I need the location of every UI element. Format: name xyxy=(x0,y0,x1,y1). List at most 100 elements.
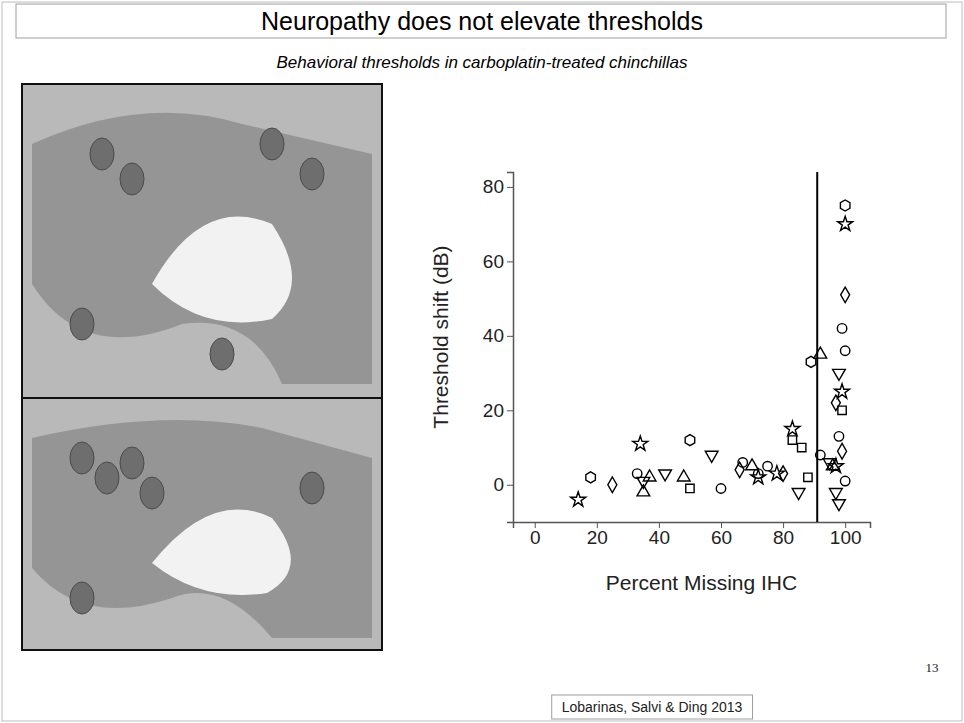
series xyxy=(632,324,849,494)
point xyxy=(746,459,759,470)
point xyxy=(705,451,718,462)
point xyxy=(840,346,849,355)
tick-mark xyxy=(507,410,513,411)
point xyxy=(785,421,800,435)
point xyxy=(637,477,650,488)
series xyxy=(637,369,845,510)
tick-mark xyxy=(507,485,513,486)
tick-label: 80 xyxy=(483,176,504,197)
slide-frame xyxy=(2,2,962,721)
tick-label: 40 xyxy=(649,527,670,548)
micrograph xyxy=(22,398,382,650)
citation-box xyxy=(552,695,753,719)
point xyxy=(841,287,850,303)
micrograph-cell xyxy=(210,338,234,370)
micrographs xyxy=(22,84,382,650)
point xyxy=(586,472,596,483)
point xyxy=(751,469,766,483)
tick-mark xyxy=(507,187,513,188)
micrograph-frame xyxy=(22,398,382,650)
tick: 100 xyxy=(830,522,862,548)
point xyxy=(735,462,744,478)
citation-text: Lobarinas, Salvi & Ding 2013 xyxy=(562,699,743,715)
micrograph-frame xyxy=(22,84,382,398)
point xyxy=(804,473,812,481)
x-axis-line xyxy=(514,523,871,529)
micrograph-lumen xyxy=(152,509,291,595)
point xyxy=(829,489,842,500)
micrograph-cell xyxy=(300,472,324,504)
point xyxy=(840,200,850,211)
point xyxy=(838,443,847,459)
reference-line xyxy=(816,172,818,522)
y-axis-line xyxy=(507,173,514,523)
slide: Neuropathy does not elevate thresholds Be… xyxy=(0,0,964,723)
point xyxy=(834,432,843,441)
point xyxy=(779,466,788,482)
micrograph-lumen xyxy=(152,217,292,323)
micrograph-cell xyxy=(95,462,119,494)
tick-label: 20 xyxy=(483,400,504,421)
y-axis: 020406080 xyxy=(483,173,514,523)
title-box xyxy=(16,4,946,38)
series xyxy=(586,200,850,483)
micrograph-cell xyxy=(120,447,144,479)
tick: 80 xyxy=(773,522,794,548)
point xyxy=(738,458,747,467)
micrograph-cell xyxy=(70,442,94,474)
page-number: 13 xyxy=(926,660,939,675)
point xyxy=(823,459,836,470)
tick-label: 0 xyxy=(493,474,504,495)
tick: 0 xyxy=(493,474,513,495)
micrograph-cell xyxy=(70,308,94,340)
point xyxy=(831,395,840,411)
point xyxy=(814,347,827,358)
series xyxy=(608,287,850,492)
tick-label: 20 xyxy=(587,527,608,548)
series xyxy=(571,216,853,506)
point xyxy=(833,500,846,511)
micrograph-cell xyxy=(120,163,144,195)
point xyxy=(571,492,586,506)
tick-label: 0 xyxy=(530,527,541,548)
tick: 80 xyxy=(483,176,513,197)
micrograph xyxy=(22,84,382,398)
point xyxy=(633,436,648,450)
citation: Lobarinas, Salvi & Ding 2013 xyxy=(552,695,753,719)
tick: 20 xyxy=(587,522,608,548)
tick: 60 xyxy=(711,522,732,548)
tick-mark xyxy=(507,261,513,262)
tick: 40 xyxy=(483,325,513,346)
point xyxy=(798,443,806,451)
point xyxy=(659,470,672,481)
tick: 40 xyxy=(649,522,670,548)
subtitle: Behavioral thresholds in carboplatin-tre… xyxy=(276,53,688,72)
tick: 0 xyxy=(530,522,541,548)
point xyxy=(608,477,617,493)
tick-label: 100 xyxy=(830,527,862,548)
point xyxy=(833,369,846,380)
tick-label: 60 xyxy=(711,527,732,548)
micrograph-cell xyxy=(300,158,324,190)
point xyxy=(643,470,656,481)
plot-area xyxy=(571,172,853,522)
micrograph-cell xyxy=(70,582,94,614)
micrograph-tissue xyxy=(32,420,372,638)
title: Neuropathy does not elevate thresholds xyxy=(261,7,703,35)
x-axis-title: Percent Missing IHC xyxy=(606,571,797,594)
tick-label: 80 xyxy=(773,527,794,548)
point xyxy=(685,435,695,446)
tick-mark xyxy=(507,336,513,337)
point xyxy=(840,476,849,485)
tick: 20 xyxy=(483,400,513,421)
point xyxy=(788,436,796,444)
point xyxy=(837,324,846,333)
x-axis: 0 20 40 60 80 100 xyxy=(514,522,871,548)
micrograph-cell xyxy=(260,128,284,160)
point xyxy=(677,470,690,481)
point xyxy=(838,406,846,414)
micrograph-tissue xyxy=(32,113,372,384)
tick-label: 40 xyxy=(483,325,504,346)
point xyxy=(637,485,650,496)
point xyxy=(792,489,805,500)
